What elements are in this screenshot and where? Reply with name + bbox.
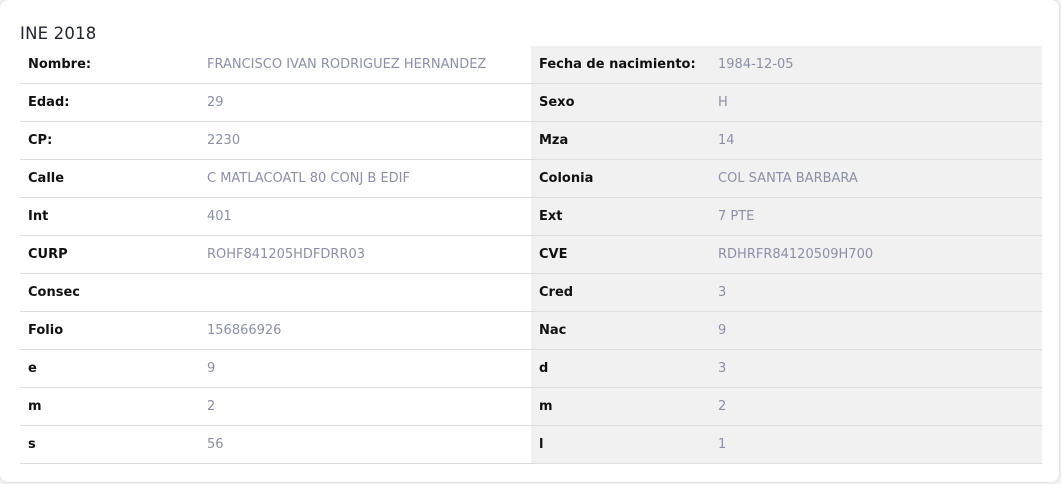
- field-label: m: [20, 387, 199, 426]
- card-title: INE 2018: [20, 24, 97, 43]
- table-row: Folio 156866926 Nac 9: [20, 311, 1042, 350]
- field-label: Mza: [531, 121, 710, 160]
- field-value: ROHF841205HDFDRR03: [199, 235, 531, 274]
- table-row: s 56 l 1: [20, 425, 1042, 464]
- table-row: CP: 2230 Mza 14: [20, 121, 1042, 160]
- field-value: 9: [710, 311, 1042, 350]
- field-label: Nac: [531, 311, 710, 350]
- field-label: Cred: [531, 273, 710, 312]
- field-label: CURP: [20, 235, 199, 274]
- field-label: CP:: [20, 121, 199, 160]
- field-label: Ext: [531, 197, 710, 236]
- field-label: d: [531, 349, 710, 388]
- field-label: e: [20, 349, 199, 388]
- field-label: m: [531, 387, 710, 426]
- field-value: 1: [710, 425, 1042, 464]
- table-row: Nombre: FRANCISCO IVAN RODRIGUEZ HERNANDE…: [20, 46, 1042, 84]
- field-value: 7 PTE: [710, 197, 1042, 236]
- field-label: s: [20, 425, 199, 464]
- field-label: Fecha de nacimiento:: [531, 46, 710, 84]
- table-row: Int 401 Ext 7 PTE: [20, 197, 1042, 236]
- field-value: 9: [199, 349, 531, 388]
- field-label: Consec: [20, 273, 199, 312]
- field-label: Nombre:: [20, 46, 199, 84]
- field-label: Int: [20, 197, 199, 236]
- field-value: 3: [710, 349, 1042, 388]
- field-label: CVE: [531, 235, 710, 274]
- field-value: C MATLACOATL 80 CONJ B EDIF: [199, 159, 531, 198]
- table-row: Consec Cred 3: [20, 273, 1042, 312]
- field-value: RDHRFR84120509H700: [710, 235, 1042, 274]
- field-value: 3: [710, 273, 1042, 312]
- table-row: Edad: 29 Sexo H: [20, 83, 1042, 122]
- table-row: Calle C MATLACOATL 80 CONJ B EDIF Colonia C…: [20, 159, 1042, 198]
- table-row: CURP ROHF841205HDFDRR03 CVE RDHRFR84120509H…: [20, 235, 1042, 274]
- field-value: 2: [199, 387, 531, 426]
- field-value: 1984-12-05: [710, 46, 1042, 84]
- field-value: H: [710, 83, 1042, 122]
- field-value: 56: [199, 425, 531, 464]
- field-value: FRANCISCO IVAN RODRIGUEZ HERNANDEZ: [199, 46, 531, 84]
- field-value: 14: [710, 121, 1042, 160]
- field-label: Folio: [20, 311, 199, 350]
- field-value: 401: [199, 197, 531, 236]
- field-value: [199, 273, 531, 312]
- ine-details-table: Nombre: FRANCISCO IVAN RODRIGUEZ HERNANDE…: [20, 46, 1042, 464]
- field-label: Colonia: [531, 159, 710, 198]
- field-value: COL SANTA BARBARA: [710, 159, 1042, 198]
- field-value: 29: [199, 83, 531, 122]
- field-value: 2: [710, 387, 1042, 426]
- field-label: l: [531, 425, 710, 464]
- field-value: 2230: [199, 121, 531, 160]
- field-label: Calle: [20, 159, 199, 198]
- field-label: Edad:: [20, 83, 199, 122]
- field-label: Sexo: [531, 83, 710, 122]
- field-value: 156866926: [199, 311, 531, 350]
